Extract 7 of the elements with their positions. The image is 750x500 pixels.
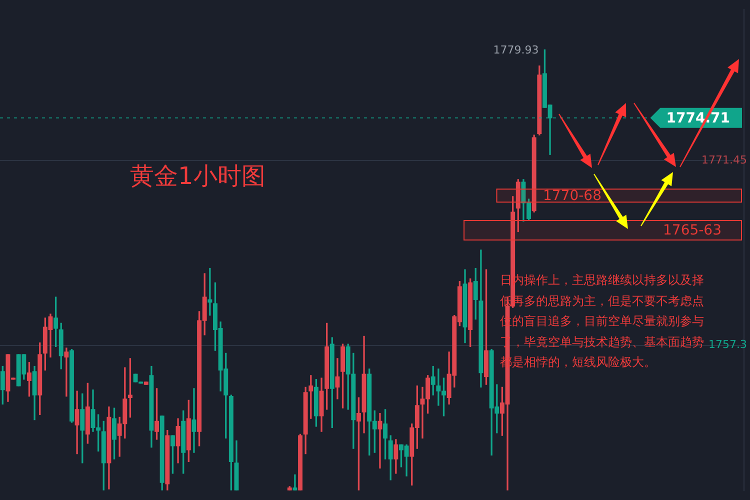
y-tick-label: 1771.45 bbox=[702, 153, 747, 166]
text: 黄金1小时图 bbox=[130, 162, 266, 190]
band-label: 1770-68 bbox=[543, 188, 602, 204]
annotation: 1779.93 bbox=[493, 44, 539, 57]
y-tick-label: 1757.3 bbox=[708, 338, 747, 352]
candlestick bbox=[144, 382, 148, 385]
band-label: 1765-63 bbox=[663, 222, 722, 238]
